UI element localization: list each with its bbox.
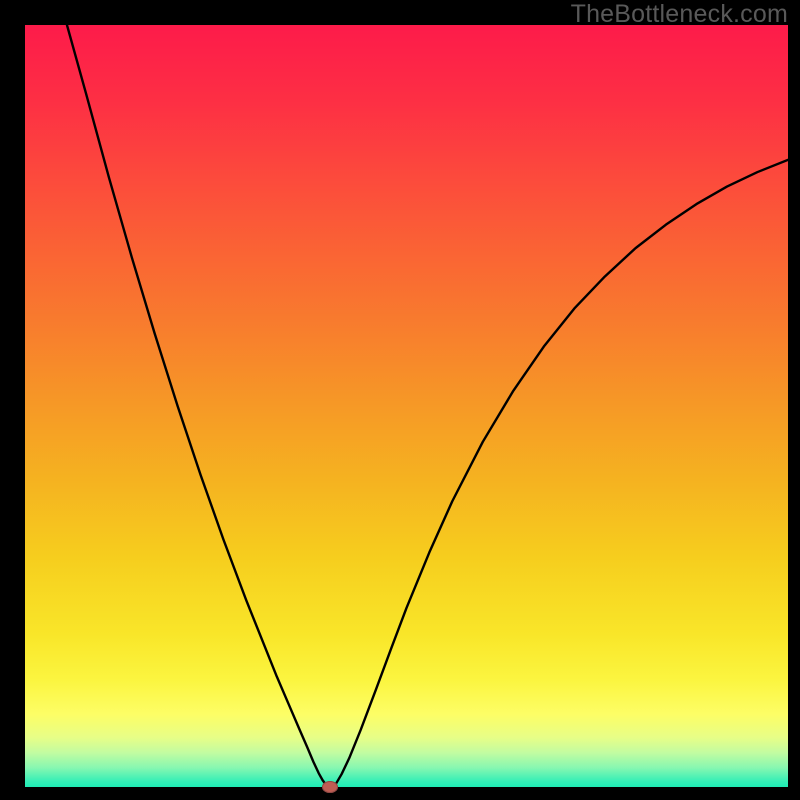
bottleneck-curve [25, 25, 788, 787]
curve-path [67, 25, 788, 787]
plot-area [25, 25, 788, 787]
chart-frame [0, 0, 800, 800]
watermark-text: TheBottleneck.com [571, 0, 788, 29]
optimal-point-marker [322, 781, 338, 793]
chart-container: TheBottleneck.com [0, 0, 800, 800]
